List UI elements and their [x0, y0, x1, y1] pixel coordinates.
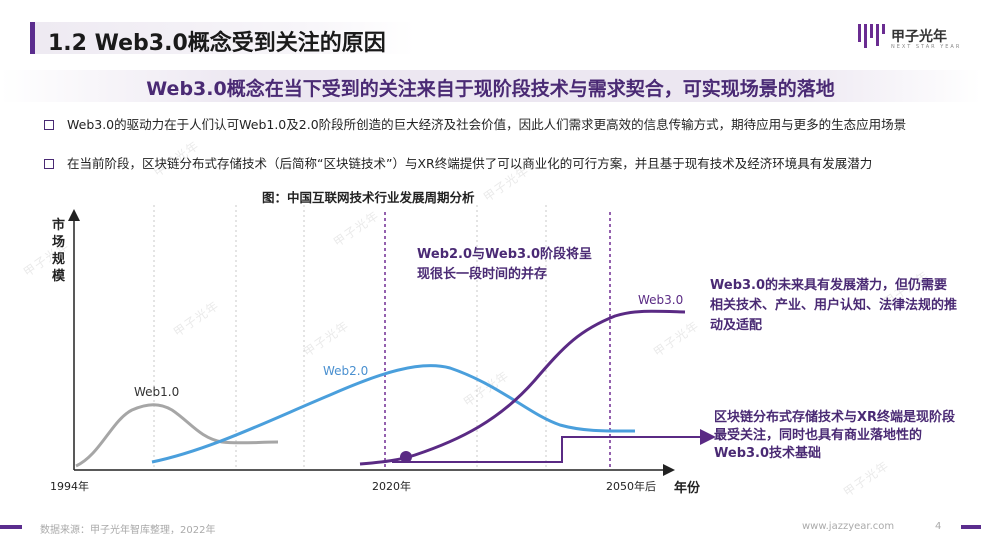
web3-label: Web3.0 — [638, 293, 684, 307]
web2-label: Web2.0 — [323, 364, 369, 378]
web3-curve — [359, 309, 686, 466]
footer-source: 数据来源：甲子光年智库整理，2022年 — [40, 525, 216, 536]
current-stage-point — [400, 451, 412, 463]
x-axis-label: 年份 — [674, 481, 701, 496]
page-title: 1.2 Web3.0概念受到关注的原因 — [48, 31, 386, 56]
brand-logo-subtext: NEXT STAR YEAR — [891, 44, 962, 50]
figure-caption: 图：中国互联网技术行业发展周期分析 — [262, 190, 475, 205]
annotation-future: Web3.0的未来具有发展潜力，但仍需要相关技术、产业、用户认知、法律法规的推动… — [710, 278, 958, 333]
subtitle-banner — [0, 70, 981, 102]
basis-connector — [392, 429, 716, 463]
x-tick-label: 1994年 — [50, 480, 89, 493]
footer-url: www.jazzyear.com — [802, 521, 895, 532]
annotation-coexist: Web2.0与Web3.0阶段将呈现很长一段时间的并存 — [417, 247, 593, 282]
web1-curve — [75, 403, 279, 468]
bullet-square-icon — [44, 120, 54, 130]
title-accent-bar — [30, 22, 35, 54]
web1-label: Web1.0 — [134, 385, 180, 399]
brand-logo-icon — [858, 24, 885, 48]
annotation-basis: 区块链分布式存储技术与XR终端是现阶段最受关注，同时也具有商业落地性的Web3.… — [714, 410, 956, 461]
x-tick-label: 2020年 — [372, 480, 411, 493]
web2-curve — [151, 364, 636, 464]
title-background — [35, 22, 415, 54]
footer-accent-right — [961, 525, 981, 529]
y-axis-label: 市场规模 — [52, 218, 66, 284]
page-number: 4 — [935, 521, 942, 532]
bullet-text: Web3.0的驱动力在于人们认可Web1.0及2.0阶段所创造的巨大经济及社会价… — [67, 117, 907, 132]
subtitle: Web3.0概念在当下受到的关注来自于现阶段技术与需求契合，可实现场景的落地 — [146, 78, 835, 100]
footer-accent-left — [0, 525, 22, 529]
brand-logo-text: 甲子光年 — [891, 29, 947, 45]
bullet-text: 在当前阶段，区块链分布式存储技术（后简称“区块链技术”）与XR终端提供了可以商业… — [67, 156, 873, 171]
x-tick-label: 2050年后 — [606, 480, 656, 493]
bullet-square-icon — [44, 159, 54, 169]
